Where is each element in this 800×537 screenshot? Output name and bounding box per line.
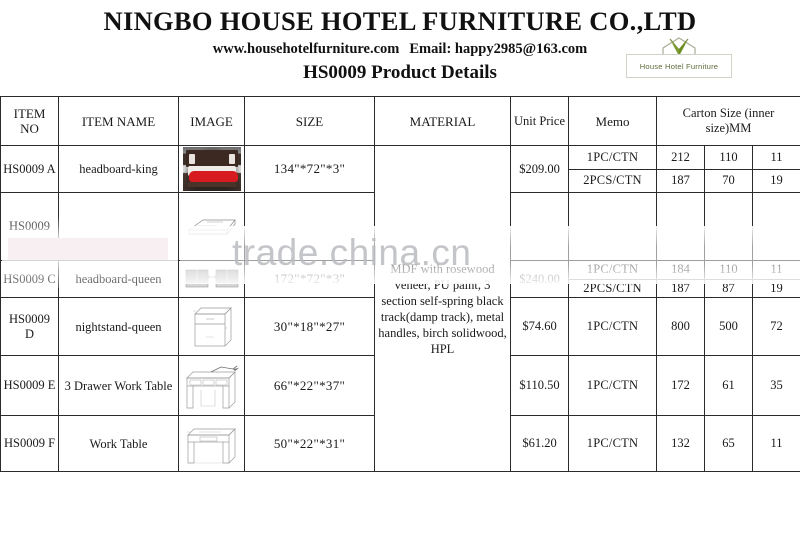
cell-carton-length: 800 [656, 297, 705, 356]
cell-material: MDF with rosewood veneer, PU paint, 3 se… [374, 145, 511, 472]
document-header: NINGBO HOUSE HOTEL FURNITURE CO.,LTD www… [0, 0, 800, 96]
cell-carton-height: 11 [752, 145, 800, 170]
cell-item-name: nightstand-queen [58, 297, 179, 356]
cell-carton-height: 19 [752, 168, 800, 193]
cell-item-no: HS0009 [0, 192, 59, 261]
cell-item-no: HS0009 E [0, 355, 59, 416]
cell-item-name [58, 192, 179, 261]
cell-item-no: HS0009 D [0, 297, 59, 356]
cell-memo: 1PC/CTN [568, 145, 657, 170]
contact-line: www.househotelfurniture.com Email: happy2… [0, 39, 800, 59]
cell-carton-width: 87 [704, 278, 753, 298]
cell-item-name: headboard-queen [58, 260, 179, 298]
cell-carton-length [656, 192, 705, 261]
logo-frame: House Hotel Furniture [626, 54, 732, 78]
work-table-drawing-icon [186, 427, 236, 463]
cell-image [178, 192, 245, 261]
cell-unit-price: $110.50 [510, 355, 569, 416]
logo-label: House Hotel Furniture [639, 61, 719, 71]
cell-image [178, 145, 245, 193]
bed-photo-thumbnail [182, 147, 241, 191]
cell-memo: 1PC/CTN [568, 355, 657, 416]
cell-carton-height [752, 192, 800, 261]
cell-carton-height: 11 [752, 415, 800, 472]
nightstand-drawing-icon [192, 306, 232, 346]
cell-size: 30"*18"*27" [244, 297, 375, 356]
company-title: NINGBO HOUSE HOTEL FURNITURE CO.,LTD [103, 6, 697, 36]
cell-unit-price [510, 192, 569, 261]
cell-image [178, 260, 245, 298]
cell-item-no: HS0009 C [0, 260, 59, 298]
website-text: www.househotelfurniture.com [212, 41, 400, 57]
cell-carton-width [704, 192, 753, 261]
cell-carton-width: 500 [704, 297, 753, 356]
table-row: 2PCS/CTN 187 70 19 [1, 168, 800, 193]
col-header-item-no: ITEM NO [0, 96, 59, 146]
table-row: HS0009 A headboard-king 134"*72"*3" MDF … [0, 145, 800, 472]
col-header-image: IMAGE [178, 96, 245, 146]
product-details-table: ITEM NO ITEM NAME IMAGE SIZE MATERIAL Un… [0, 96, 800, 472]
cell-item-no: HS0009 A [0, 145, 59, 193]
cell-carton-length: 184 [656, 260, 705, 280]
bed-line-drawing-icon [187, 219, 236, 234]
cell-carton-height: 35 [752, 355, 800, 416]
cell-memo [568, 192, 657, 261]
cell-carton-width: 110 [704, 260, 753, 280]
cell-image [178, 297, 245, 356]
work-table-3drawer-drawing-icon [185, 365, 239, 408]
cell-carton-height: 11 [752, 260, 800, 280]
cell-carton-length: 132 [656, 415, 705, 472]
cell-item-no: HS0009 F [0, 415, 59, 472]
cell-carton-width: 61 [704, 355, 753, 416]
cell-memo: 1PC/CTN [568, 415, 657, 472]
cell-unit-price: $61.20 [510, 415, 569, 472]
table-row: HS0009 D nightstand-queen 30"* [0, 297, 800, 356]
cell-item-name: 3 Drawer Work Table [58, 355, 179, 416]
cell-unit-price: $74.60 [510, 297, 569, 356]
cell-carton-length: 212 [656, 145, 705, 170]
cell-size [244, 192, 375, 261]
cell-item-name: headboard-king [58, 145, 179, 193]
cell-size: 66"*22"*37" [244, 355, 375, 416]
cell-carton-width: 65 [704, 415, 753, 472]
cell-memo: 2PCS/CTN [568, 278, 657, 298]
cell-item-name: Work Table [58, 415, 179, 472]
company-logo: House Hotel Furniture [626, 36, 732, 78]
col-header-unit-price: Unit Price [510, 96, 569, 146]
cell-carton-height: 72 [752, 297, 800, 356]
cell-unit-price: $240.00 [510, 260, 569, 298]
cell-memo: 1PC/CTN [568, 297, 657, 356]
cell-carton-length: 172 [656, 355, 705, 416]
cell-carton-length: 187 [656, 168, 705, 193]
col-header-memo: Memo [568, 96, 657, 146]
cell-carton-length: 187 [656, 278, 705, 298]
cell-size: 50"*22"*31" [244, 415, 375, 472]
col-header-item-name: ITEM NAME [58, 96, 179, 146]
headboard-pair-drawing-icon [185, 269, 238, 288]
col-header-carton-size: Carton Size (inner size)MM [656, 96, 800, 146]
col-header-size: SIZE [244, 96, 375, 146]
email-text: Email: happy2985@163.com [409, 41, 588, 57]
cell-carton-width: 70 [704, 168, 753, 193]
house-checkmark-icon [662, 37, 696, 61]
cell-size: 134"*72"*3" [244, 145, 375, 193]
cell-unit-price: $209.00 [510, 145, 569, 193]
col-header-material: MATERIAL [374, 96, 511, 146]
cell-image [178, 415, 245, 472]
table-row: HS0009 F Work Table [0, 415, 800, 472]
cell-memo: 2PCS/CTN [568, 168, 657, 193]
table-header-row: ITEM NO ITEM NAME IMAGE SIZE MATERIAL Un… [0, 96, 800, 146]
cell-memo: 1PC/CTN [568, 260, 657, 280]
cell-carton-width: 110 [704, 145, 753, 170]
cell-size: 172"*72"*3" [244, 260, 375, 298]
cell-image [178, 355, 245, 416]
cell-carton-height: 19 [752, 278, 800, 298]
page-title: HS0009 Product Details [303, 62, 497, 83]
